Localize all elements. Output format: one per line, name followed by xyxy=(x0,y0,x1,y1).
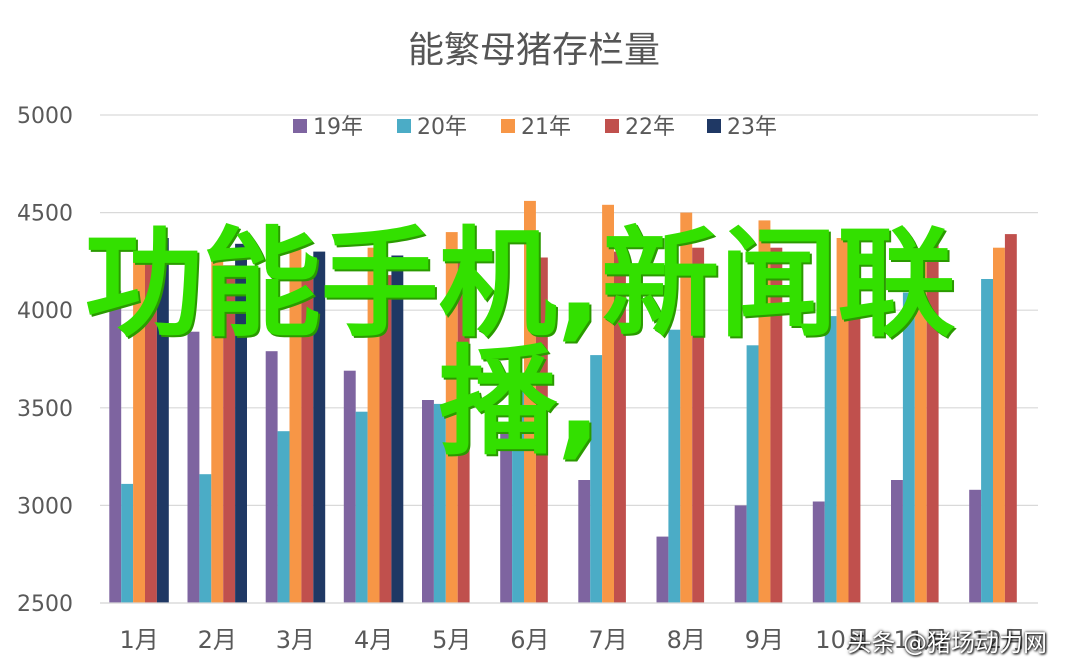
bar xyxy=(367,247,380,603)
x-tick-label: 4月 xyxy=(354,626,393,654)
bar xyxy=(235,243,247,604)
bar xyxy=(680,212,693,603)
bar xyxy=(926,238,939,603)
legend-label: 21年 xyxy=(521,115,571,140)
bar xyxy=(379,275,392,603)
bar xyxy=(914,253,927,603)
bar xyxy=(692,247,705,603)
bar xyxy=(343,370,356,603)
legend-swatch xyxy=(397,119,411,133)
legend-label: 22年 xyxy=(625,115,675,140)
bar xyxy=(578,480,591,603)
bar xyxy=(590,355,603,603)
y-tick-label: 2500 xyxy=(17,592,73,617)
legend-label: 20年 xyxy=(417,115,467,140)
bar xyxy=(133,261,145,603)
bar xyxy=(187,331,200,603)
y-tick-label: 4500 xyxy=(17,202,73,227)
bar xyxy=(500,423,513,603)
legend-swatch xyxy=(605,119,619,133)
x-tick-label: 8月 xyxy=(667,626,706,654)
bar xyxy=(265,351,278,603)
legend-swatch xyxy=(707,119,721,133)
bar xyxy=(902,292,915,603)
bar xyxy=(746,345,759,603)
bar xyxy=(433,403,446,603)
bar xyxy=(836,238,849,603)
bar xyxy=(199,474,212,603)
x-tick-label: 2月 xyxy=(198,626,237,654)
y-tick-label: 5000 xyxy=(17,104,73,129)
bar xyxy=(289,249,302,603)
bar xyxy=(891,480,903,603)
x-tick-label: 5月 xyxy=(432,626,471,654)
bar xyxy=(524,200,536,603)
bar xyxy=(512,388,524,603)
y-axis: 2500 3000 3500 4000 4500 5000 xyxy=(17,104,73,617)
y-tick-label: 4000 xyxy=(17,299,73,324)
chart-title: 能繁母猪存栏量 xyxy=(408,30,660,71)
bar xyxy=(535,257,548,603)
bar xyxy=(614,251,626,603)
bar xyxy=(770,247,783,603)
bar xyxy=(457,251,470,603)
y-tick-label: 3500 xyxy=(17,397,73,422)
legend-label: 23年 xyxy=(727,115,777,140)
x-tick-label: 1月 xyxy=(119,626,158,654)
bars xyxy=(109,200,1017,604)
bar xyxy=(313,251,326,603)
bar xyxy=(121,483,134,603)
bar xyxy=(391,255,404,603)
bar xyxy=(156,238,169,603)
legend: 19年 20年 21年 22年 23年 xyxy=(293,115,777,140)
bar xyxy=(1004,234,1017,603)
bar xyxy=(668,329,681,603)
bar xyxy=(445,232,458,603)
bar xyxy=(981,279,993,603)
x-tick-label: 11月 xyxy=(893,626,948,654)
legend-label: 19年 xyxy=(313,115,363,140)
bar xyxy=(109,290,122,603)
x-tick-label: 7月 xyxy=(588,626,627,654)
legend-swatch xyxy=(293,119,307,133)
bar xyxy=(145,253,157,603)
bar xyxy=(301,275,314,603)
bar xyxy=(211,261,224,603)
x-tick-label: 10月 xyxy=(815,626,870,654)
x-tick-label: 3月 xyxy=(276,626,315,654)
bar xyxy=(758,220,771,603)
bar xyxy=(656,536,669,603)
x-tick-label: 9月 xyxy=(745,626,784,654)
x-tick-label: 12月 xyxy=(972,626,1027,654)
bar xyxy=(812,501,825,603)
legend-swatch xyxy=(501,119,515,133)
y-tick-label: 3000 xyxy=(17,494,73,519)
bar xyxy=(734,505,747,603)
bar xyxy=(848,236,861,603)
bar xyxy=(277,431,290,603)
bar xyxy=(824,316,837,603)
x-tick-label: 6月 xyxy=(510,626,549,654)
bar xyxy=(223,265,236,603)
bar xyxy=(422,400,434,603)
bar xyxy=(969,489,982,603)
bar xyxy=(993,247,1005,603)
bar xyxy=(355,411,368,603)
watermark: 头条 @猪场动力网 xyxy=(847,629,1047,657)
x-axis: 1月 2月 3月 4月 5月 6月 7月 8月 9月 10月 11月 12月 xyxy=(100,602,1038,654)
bar xyxy=(602,204,614,604)
